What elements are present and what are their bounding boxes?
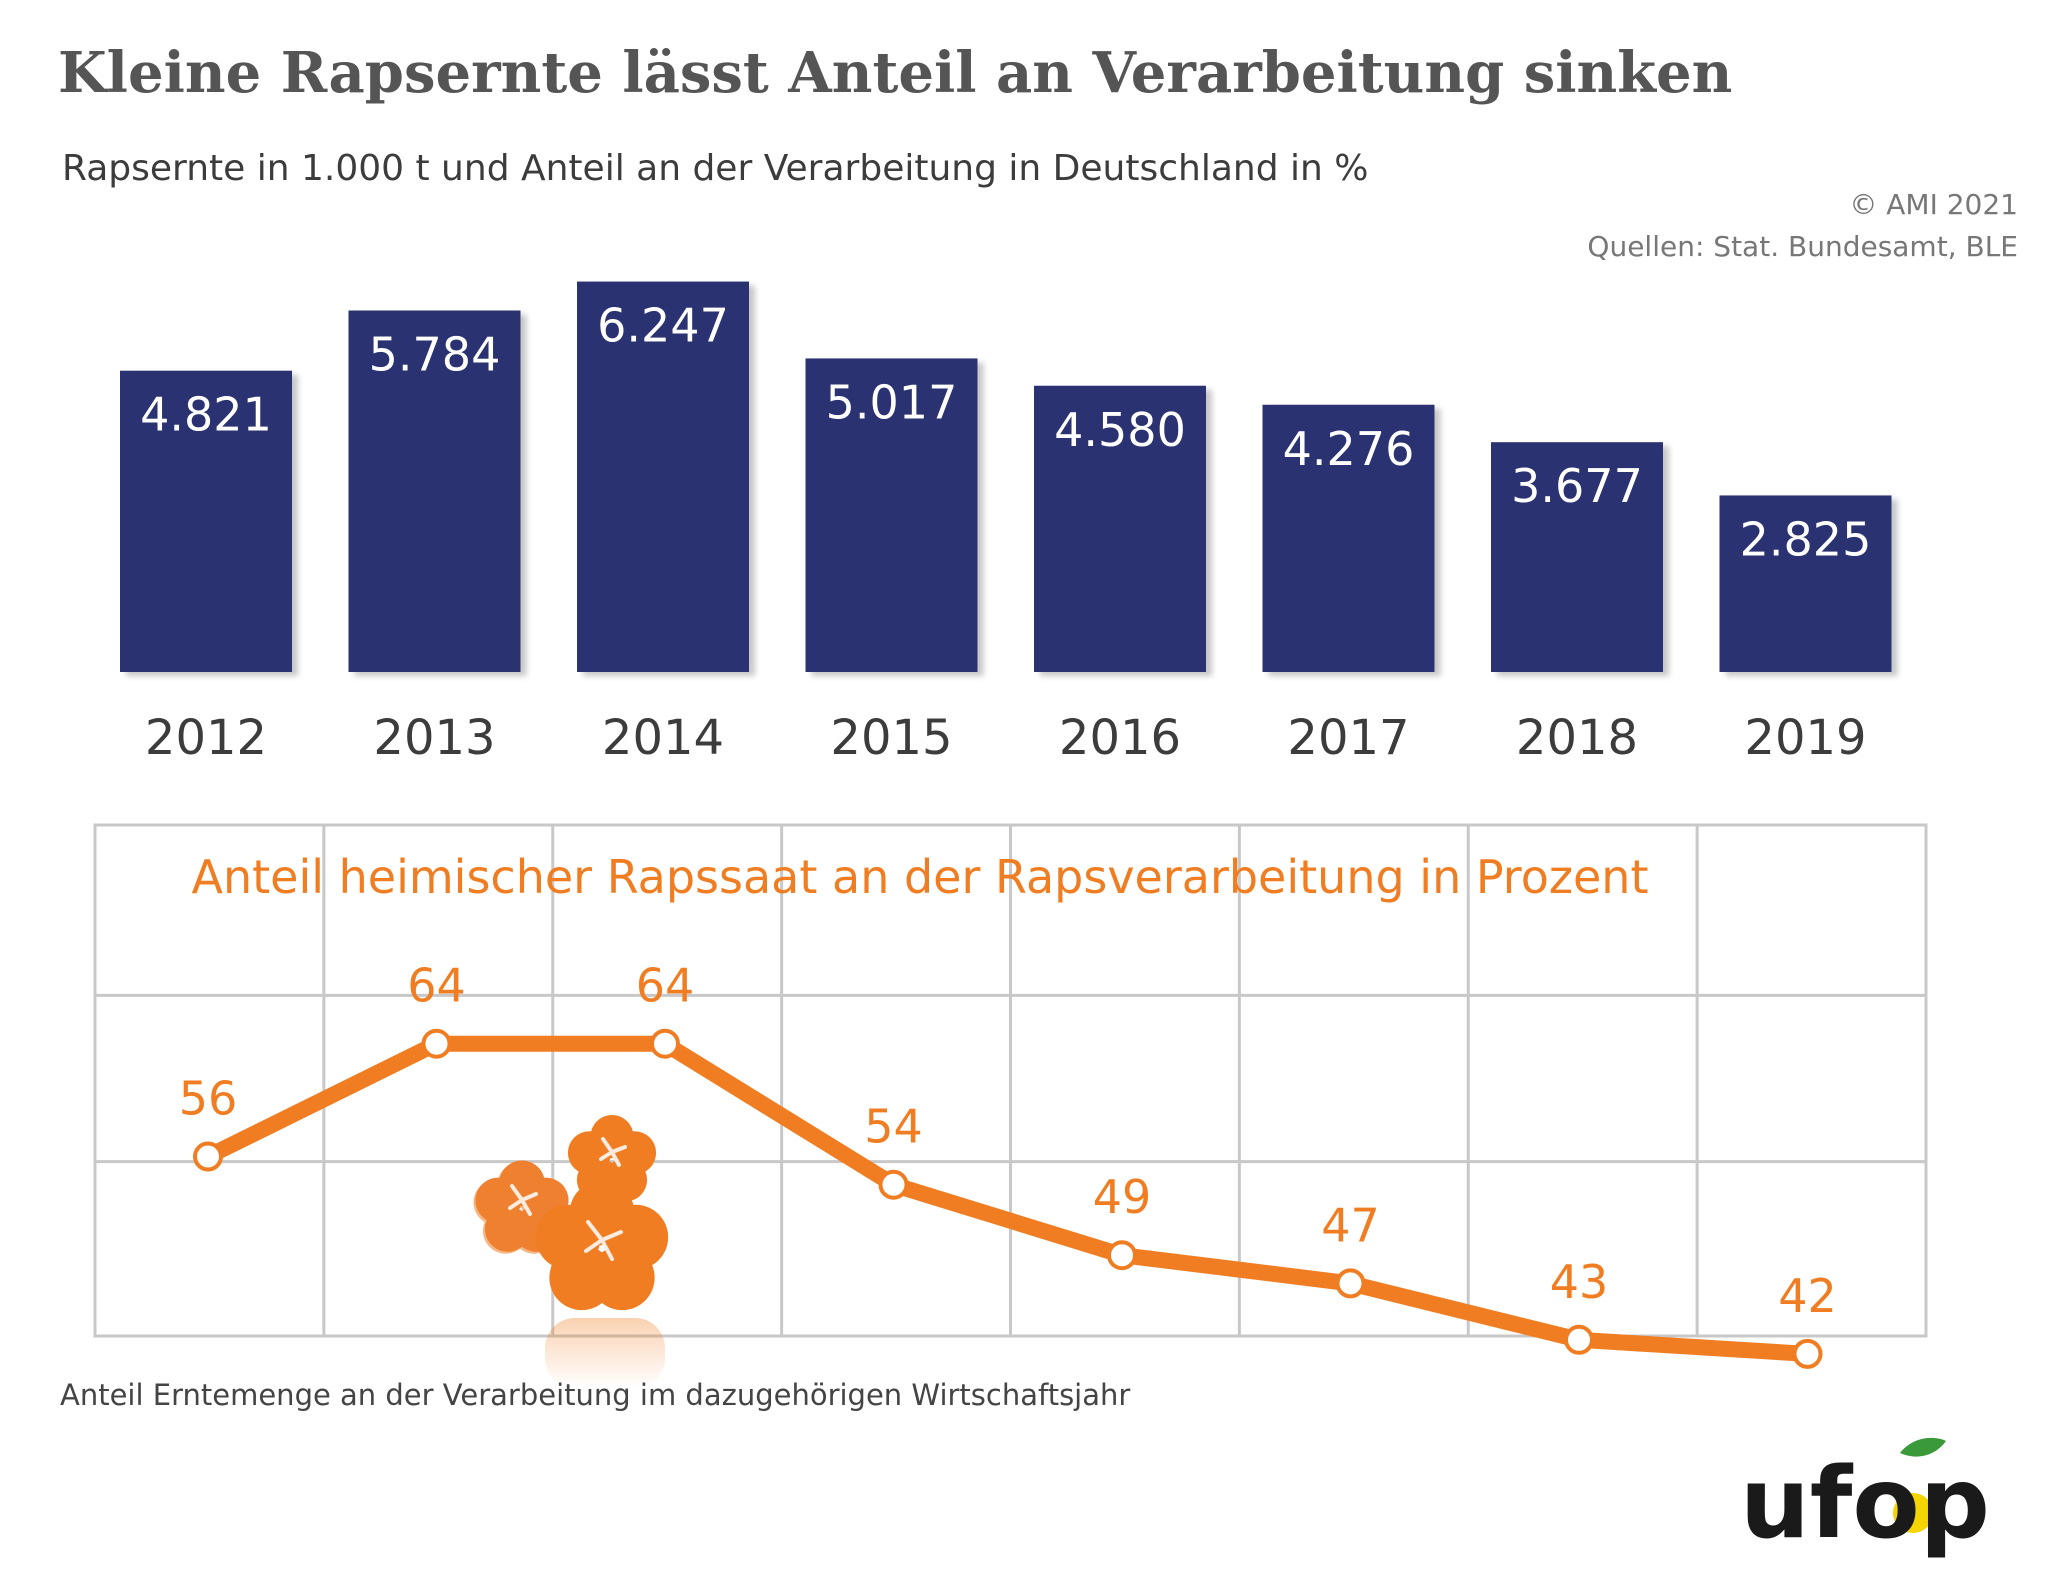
data-label: 54 — [864, 1100, 923, 1154]
harvest-bar-chart: 4.821 2012 5.784 2013 6.247 2014 5.017 2015 4.58… — [120, 281, 1892, 766]
data-point-2019 — [1792, 1338, 1823, 1369]
bar-value-label: 3.677 — [1511, 459, 1643, 513]
logo-seed-icon — [1893, 1493, 1933, 1533]
sources-note: Quellen: Stat. Bundesamt, BLE — [1587, 230, 2018, 263]
bar-2015 — [805, 358, 978, 672]
data-label: 49 — [1093, 1170, 1152, 1224]
bar-value-label: 5.784 — [369, 328, 501, 382]
bar-2019 — [1719, 495, 1892, 672]
data-label: 56 — [179, 1072, 238, 1126]
year-tick-label: 2012 — [145, 710, 267, 766]
bar-2017 — [1262, 404, 1435, 672]
ufop-logo: ufop — [1740, 1437, 1990, 1561]
line-chart-title: Anteil heimischer Rapssaat an der Rapsve… — [192, 850, 1649, 904]
data-point-2016 — [1107, 1240, 1137, 1271]
bar-2013 — [348, 310, 521, 672]
bar-value-label: 2.825 — [1740, 512, 1872, 566]
data-point-2014 — [650, 1028, 680, 1059]
data-label: 47 — [1321, 1198, 1380, 1252]
bar-2018 — [1491, 442, 1663, 672]
data-point-2017 — [1335, 1268, 1366, 1299]
bar-2016 — [1034, 385, 1206, 672]
line-chart-grid — [93, 823, 1928, 1338]
data-point-2013 — [421, 1028, 452, 1059]
bar-value-label: 4.821 — [140, 388, 272, 442]
year-tick-label: 2013 — [373, 710, 495, 766]
copyright-note: © AMI 2021 — [1849, 188, 2018, 221]
data-label: 64 — [407, 959, 466, 1013]
logo-text: ufop — [1740, 1447, 1990, 1561]
year-tick-label: 2016 — [1059, 710, 1181, 766]
data-point-2012 — [193, 1141, 223, 1172]
bar-value-label: 6.247 — [597, 299, 729, 353]
data-point-2015 — [878, 1169, 909, 1200]
logo-leaf-icon — [1900, 1437, 1946, 1457]
data-label: 42 — [1778, 1269, 1837, 1323]
page-title: Kleine Rapsernte lässt Anteil an Verarbe… — [58, 40, 1733, 106]
bar-value-label: 5.017 — [826, 375, 958, 429]
share-line-series: 56 64 64 54 49 47 43 42 — [179, 959, 1837, 1369]
bar-2014 — [577, 281, 749, 672]
share-line-chart: Anteil heimischer Rapssaat an der Rapsve… — [93, 823, 1928, 1388]
year-tick-label: 2018 — [1516, 710, 1638, 766]
data-point-2018 — [1564, 1324, 1594, 1355]
footnote: Anteil Erntemenge an der Verarbeitung im… — [60, 1378, 1131, 1412]
bar-2012 — [120, 370, 292, 672]
year-tick-label: 2017 — [1287, 710, 1409, 766]
page-subtitle: Rapsernte in 1.000 t und Anteil an der V… — [62, 148, 1369, 189]
year-tick-label: 2014 — [602, 710, 724, 766]
data-label: 43 — [1550, 1255, 1609, 1309]
share-line — [200, 1035, 1816, 1362]
rapeseed-flower-icon — [473, 1115, 669, 1388]
year-tick-label: 2015 — [830, 710, 952, 766]
bar-value-label: 4.580 — [1054, 403, 1186, 457]
bar-value-label: 4.276 — [1283, 422, 1415, 476]
data-label: 64 — [636, 959, 695, 1013]
year-tick-label: 2019 — [1744, 710, 1866, 766]
